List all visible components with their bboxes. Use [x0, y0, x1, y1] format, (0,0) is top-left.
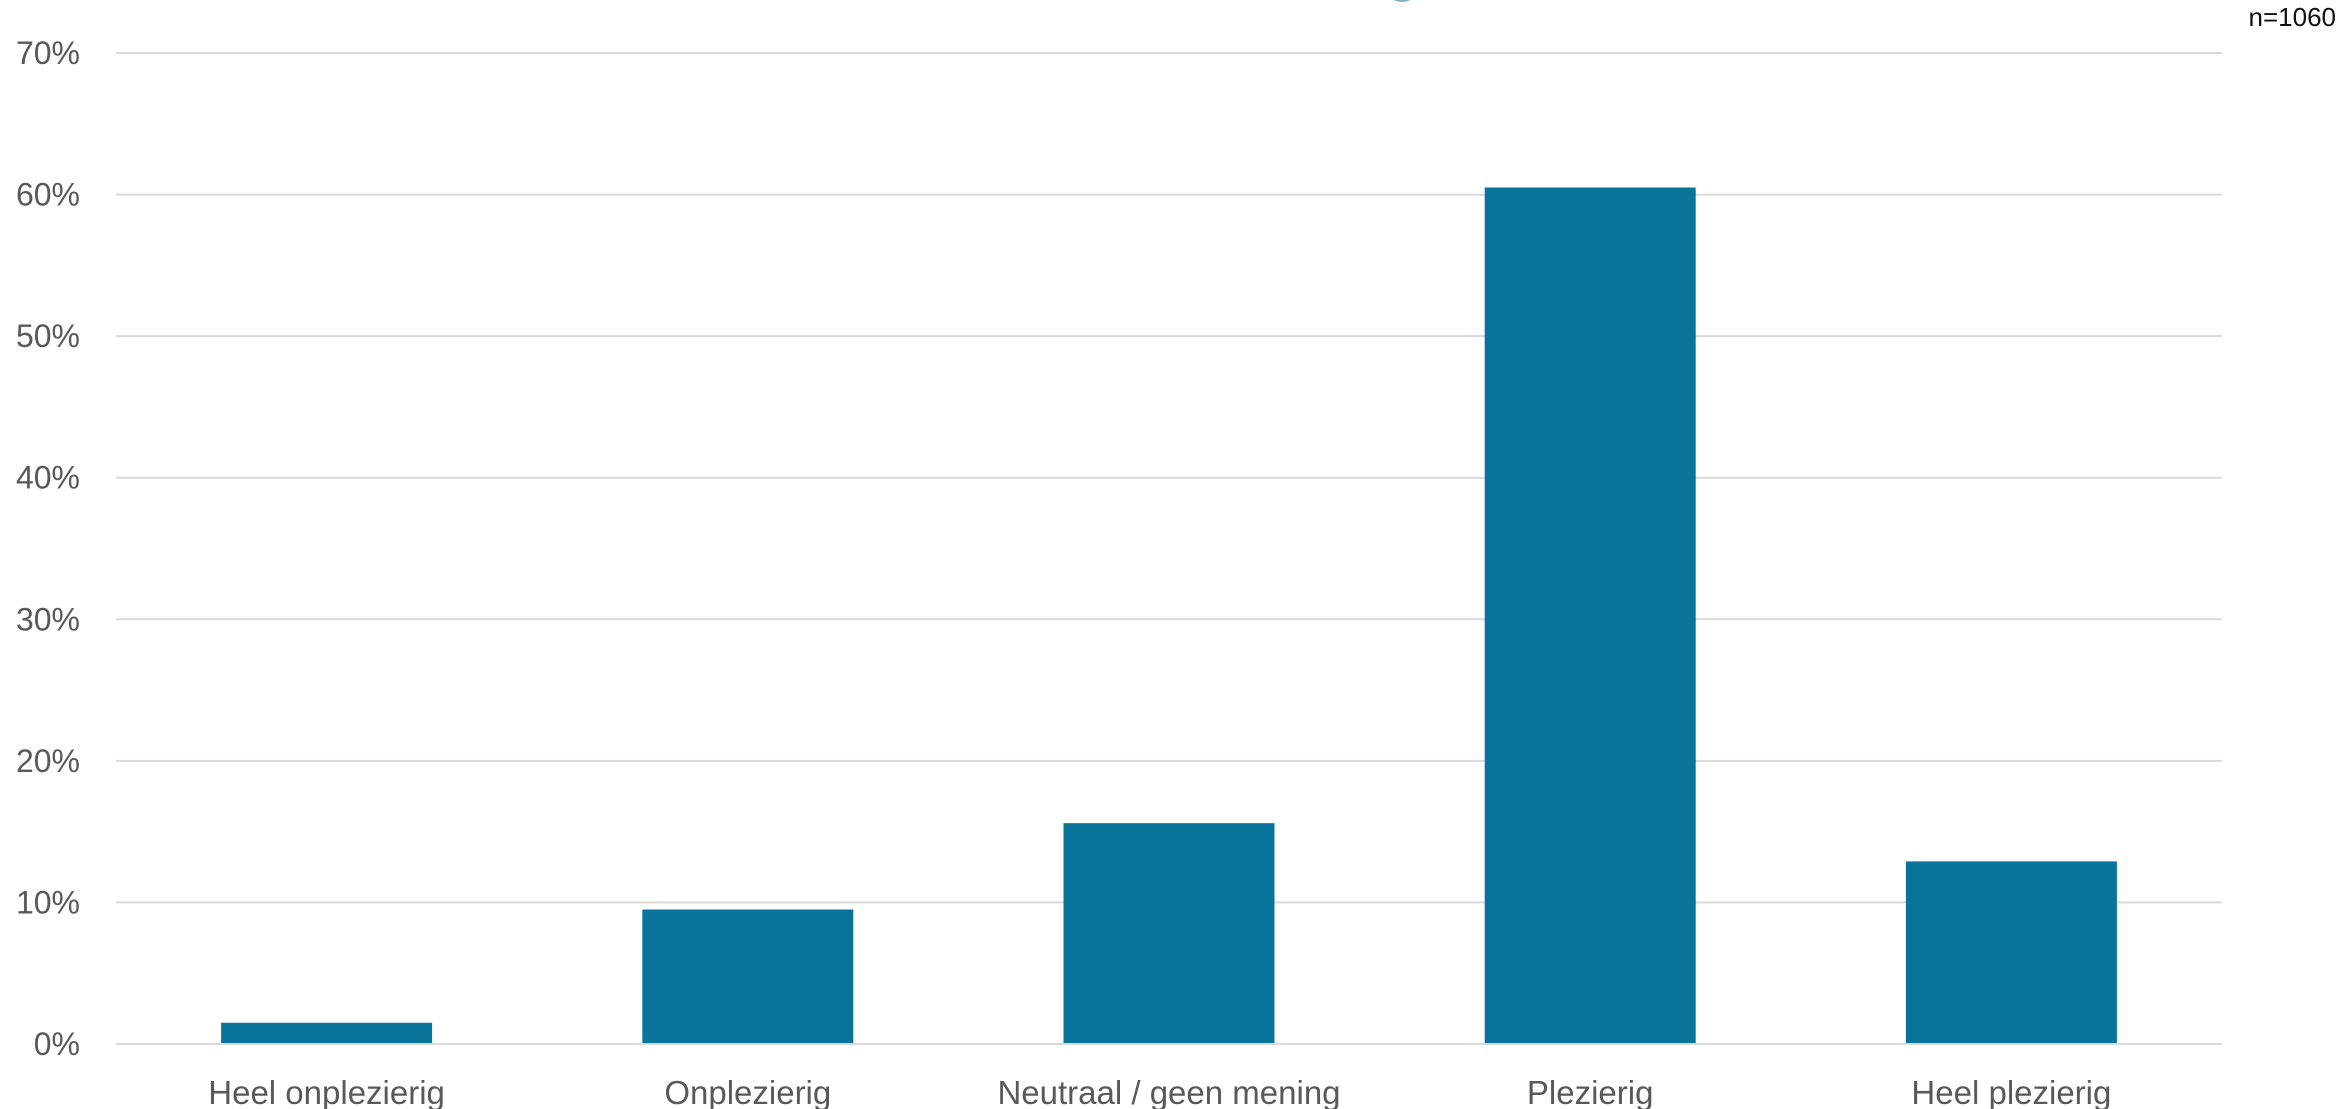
bars — [116, 187, 2222, 1045]
bar — [642, 909, 854, 1044]
bar — [1063, 823, 1275, 1044]
bar — [1905, 861, 2117, 1044]
y-tick-label: 60% — [16, 177, 80, 213]
y-tick-label: 30% — [16, 601, 80, 637]
sample-size-label: n=1060 — [2248, 2, 2336, 32]
x-tick-label: Neutraal / geen mening — [997, 1074, 1340, 1109]
y-axis-ticks: 0% 10% 20% 30% 40% 50% 60% 70% — [16, 35, 80, 1062]
x-tick-label: Onplezierig — [664, 1074, 831, 1109]
y-tick-label: 40% — [16, 460, 80, 496]
x-tick-label: Heel plezierig — [1911, 1074, 2111, 1109]
y-tick-label: 0% — [34, 1026, 80, 1062]
y-tick-label: 50% — [16, 318, 80, 354]
y-tick-label: 20% — [16, 743, 80, 779]
y-tick-label: 70% — [16, 35, 80, 71]
x-axis-ticks: Heel onplezierig Onplezierig Neutraal / ge… — [208, 1074, 2111, 1109]
bar — [1484, 187, 1696, 1044]
x-tick-label: Heel onplezierig — [208, 1074, 445, 1109]
x-tick-label: Plezierig — [1527, 1074, 1654, 1109]
y-tick-label: 10% — [16, 884, 80, 920]
bar — [221, 1022, 433, 1044]
title-fragment — [1393, 0, 1411, 2]
